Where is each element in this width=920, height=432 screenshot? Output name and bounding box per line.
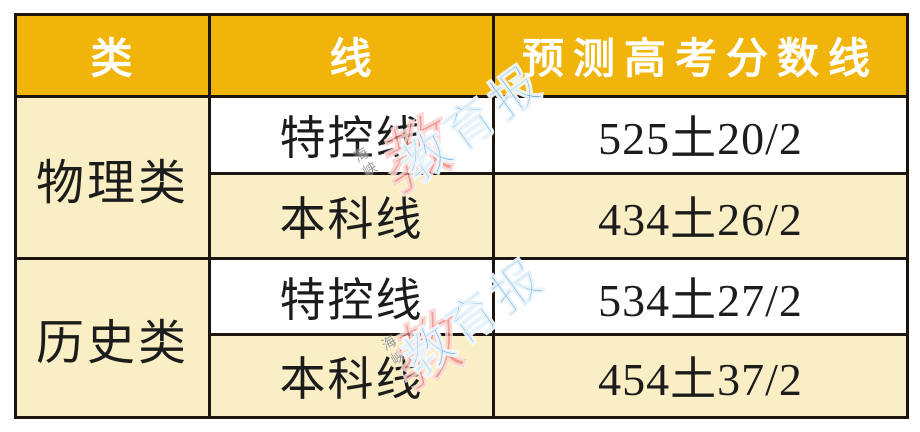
cell-value-physics-special: 525土20/2 [492,95,909,175]
table-row: 历史类 特控线 534土27/2 [14,257,909,419]
table-row: 物理类 特控线 525土20/2 [14,95,909,260]
cell-value-history-special: 534土27/2 [492,257,909,336]
cell-line-history-special: 特控线 [208,257,495,336]
cell-category-history: 历史类 [14,257,211,419]
header-row: 类 线 预测高考分数线 [14,13,909,98]
score-table: 类 线 预测高考分数线 物理类 特控线 525土20/2 本科线 434土26/… [14,13,909,419]
header-cell-prediction: 预测高考分数线 [492,13,909,98]
table-row: 本科线 434土26/2 [16,172,909,260]
cell-line-physics-special: 特控线 [208,95,495,175]
cell-line-physics-undergrad: 本科线 [208,172,495,260]
cell-category-physics: 物理类 [14,95,211,260]
table-row: 本科线 454土37/2 [16,333,909,419]
cell-line-history-undergrad: 本科线 [208,333,495,419]
cell-value-physics-undergrad: 434土26/2 [492,172,909,260]
header-cell-line: 线 [208,13,495,98]
header-cell-category: 类 [14,13,211,98]
cell-value-history-undergrad: 454土37/2 [492,333,909,419]
